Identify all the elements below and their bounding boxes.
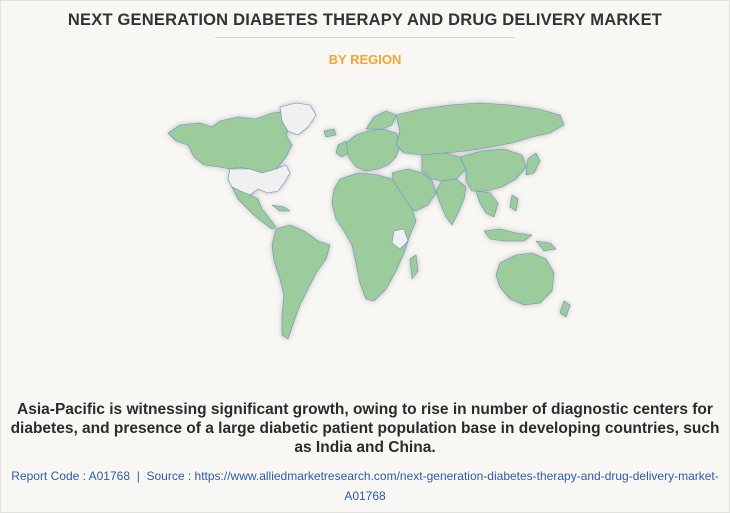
iceland-region xyxy=(323,128,337,138)
europe-region xyxy=(345,128,401,172)
indonesia-region xyxy=(483,228,533,242)
philippines-region xyxy=(509,194,519,212)
south-america-region xyxy=(271,224,331,340)
uk-region xyxy=(335,140,349,158)
region-summary-text: Asia-Pacific is witnessing significant g… xyxy=(10,401,720,456)
japan-region xyxy=(525,152,541,176)
report-code: Report Code : A01768 xyxy=(11,469,131,483)
title-divider xyxy=(215,37,515,38)
source-label: Source : xyxy=(146,469,195,483)
kenya-region xyxy=(391,228,409,250)
india-region xyxy=(435,178,467,226)
caribbean-region xyxy=(271,204,291,212)
source-link[interactable]: https://www.alliedmarketresearch.com/nex… xyxy=(194,469,719,503)
greenland-region xyxy=(279,102,317,136)
north-america-region xyxy=(167,110,301,174)
footer-separator: | xyxy=(136,469,140,483)
central-america-region xyxy=(231,186,277,230)
southeast-asia-region xyxy=(475,190,499,218)
world-map xyxy=(167,102,571,340)
madagascar-region xyxy=(409,254,419,280)
page-title: NEXT GENERATION DIABETES THERAPY AND DRU… xyxy=(67,11,663,29)
russia-region xyxy=(395,102,565,156)
africa-region xyxy=(331,172,417,302)
australia-region xyxy=(495,252,555,306)
new-zealand-region xyxy=(559,300,571,318)
papua-region xyxy=(535,240,557,252)
central-asia-region xyxy=(421,152,467,182)
report-footer: Report Code : A01768 | Source : https://… xyxy=(6,466,724,506)
scandinavia-region xyxy=(365,110,397,130)
page-subtitle: BY REGION xyxy=(328,52,402,67)
china-region xyxy=(459,148,527,192)
